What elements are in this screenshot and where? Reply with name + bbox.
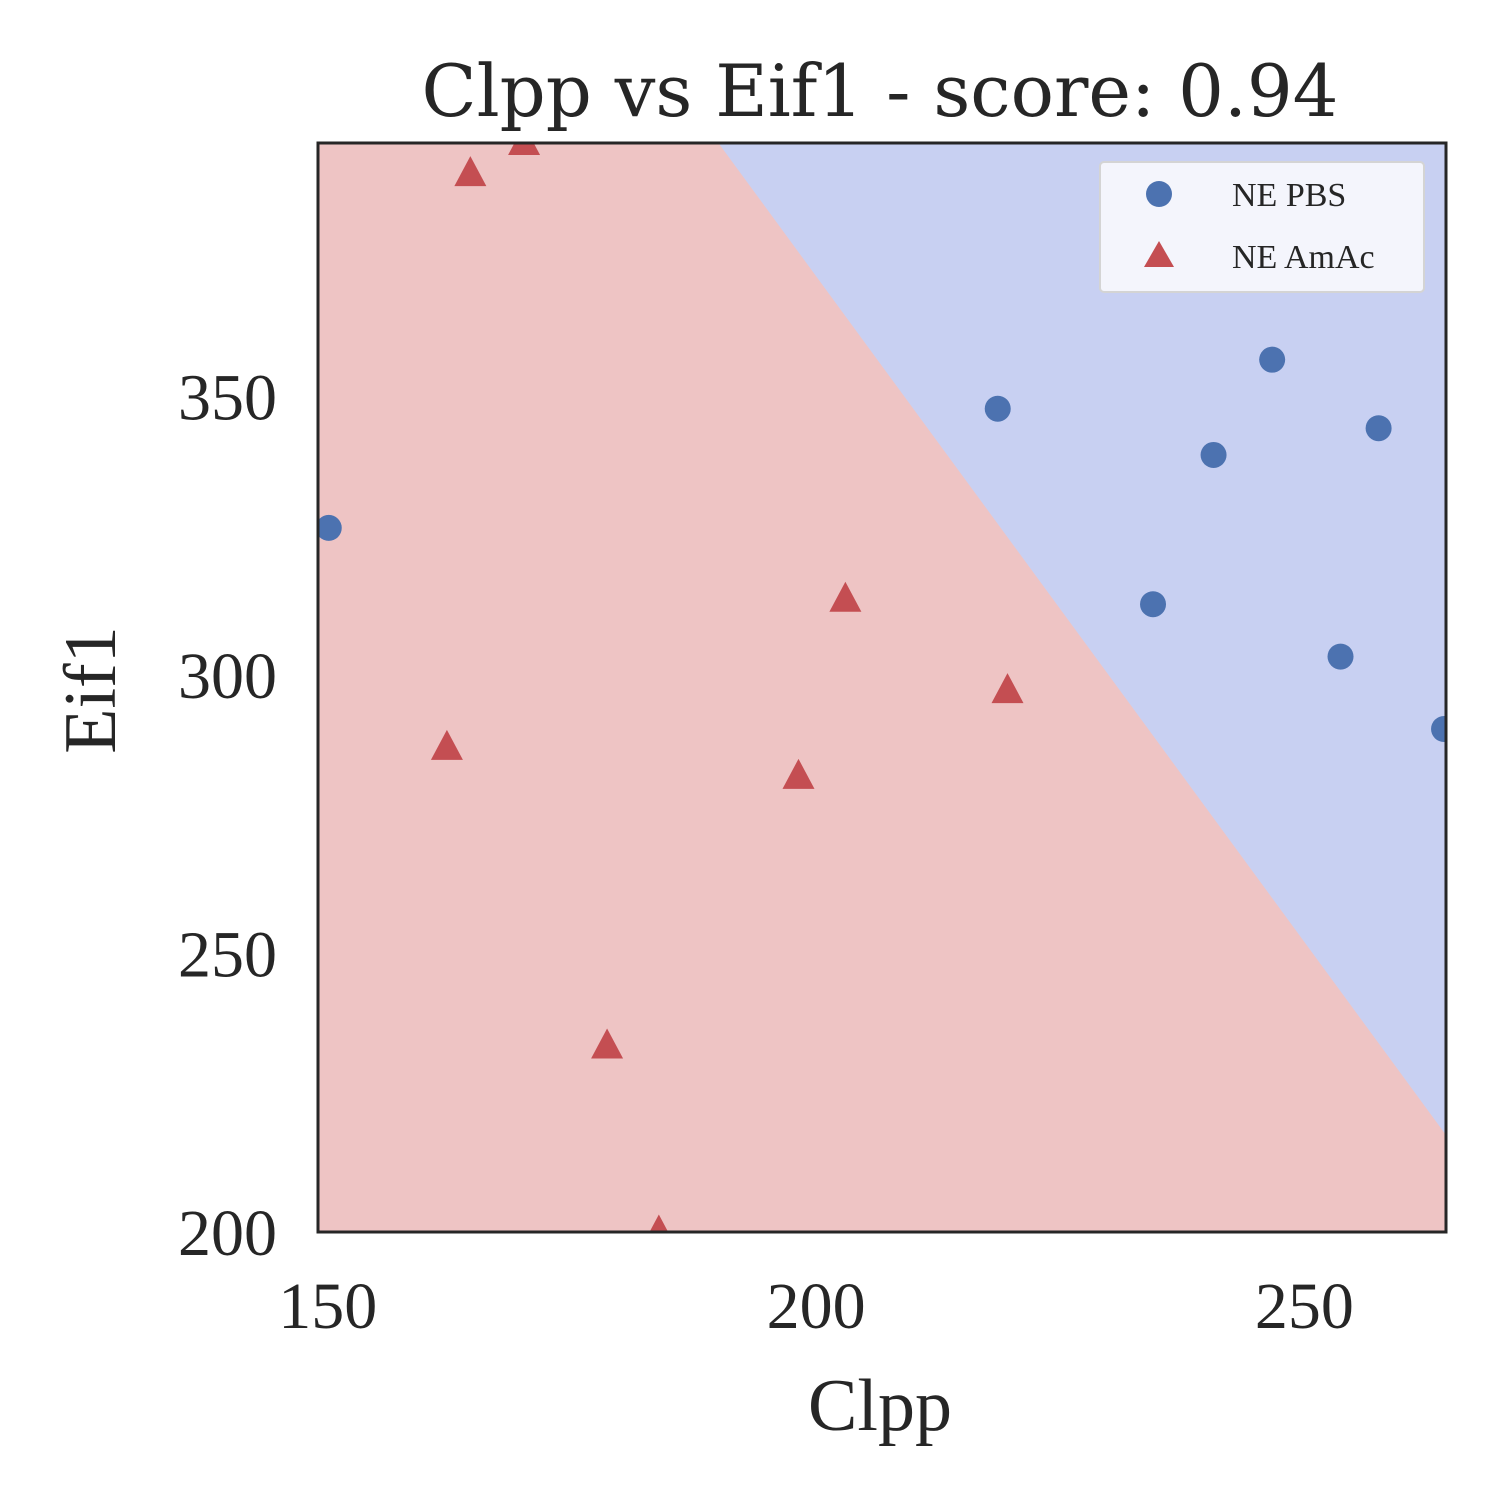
data-point-ne-pbs-6 (1327, 643, 1354, 670)
data-point-ne-amac-2 (829, 581, 862, 612)
data-point-ne-pbs-5 (1140, 591, 1167, 618)
y-axis-label: Eif1 (50, 626, 132, 753)
legend-marker-ne-amac (1144, 241, 1174, 267)
data-point-ne-amac-3 (991, 673, 1024, 704)
data-point-ne-pbs-0 (318, 514, 342, 541)
data-point-ne-amac-5 (782, 758, 815, 789)
data-point-ne-amac-7 (649, 1214, 669, 1232)
decision-region-amac (318, 143, 1446, 1232)
legend-box (1099, 161, 1425, 293)
data-point-ne-pbs-1 (984, 395, 1011, 422)
plot-frame (316, 141, 1448, 1234)
legend-label-ne-pbs: NE PBS (1232, 177, 1346, 214)
y-tick-label-250: 250 (178, 918, 277, 991)
y-axis-ticks: 200 250 300 350 (178, 361, 277, 1270)
x-tick-label-150: 150 (278, 1270, 377, 1343)
y-tick-label-350: 350 (178, 361, 277, 434)
data-point-ne-pbs-7 (1431, 716, 1446, 742)
plot-area (318, 143, 1446, 1232)
legend: NE PBS NE AmAc (1099, 161, 1425, 293)
data-point-ne-pbs-4 (1365, 415, 1392, 442)
x-axis-label: Clpp (808, 1365, 952, 1447)
data-point-ne-amac-1 (508, 143, 541, 155)
data-point-ne-pbs-2 (1200, 441, 1227, 468)
legend-label-ne-amac: NE AmAc (1232, 239, 1375, 276)
data-point-ne-amac-4 (430, 729, 463, 760)
y-tick-label-300: 300 (178, 640, 277, 713)
legend-marker-ne-pbs (1146, 181, 1172, 207)
data-point-ne-amac-0 (454, 156, 487, 187)
x-axis-ticks: 150 200 250 (278, 1270, 1354, 1343)
data-point-ne-pbs-3 (1259, 346, 1286, 373)
x-tick-label-250: 250 (1255, 1270, 1354, 1343)
chart-title: Clpp vs Eif1 - score: 0.94 (422, 49, 1339, 133)
y-tick-label-200: 200 (178, 1197, 277, 1270)
data-point-ne-amac-6 (591, 1028, 624, 1059)
data-points (318, 143, 1446, 1232)
x-tick-label-200: 200 (767, 1270, 866, 1343)
